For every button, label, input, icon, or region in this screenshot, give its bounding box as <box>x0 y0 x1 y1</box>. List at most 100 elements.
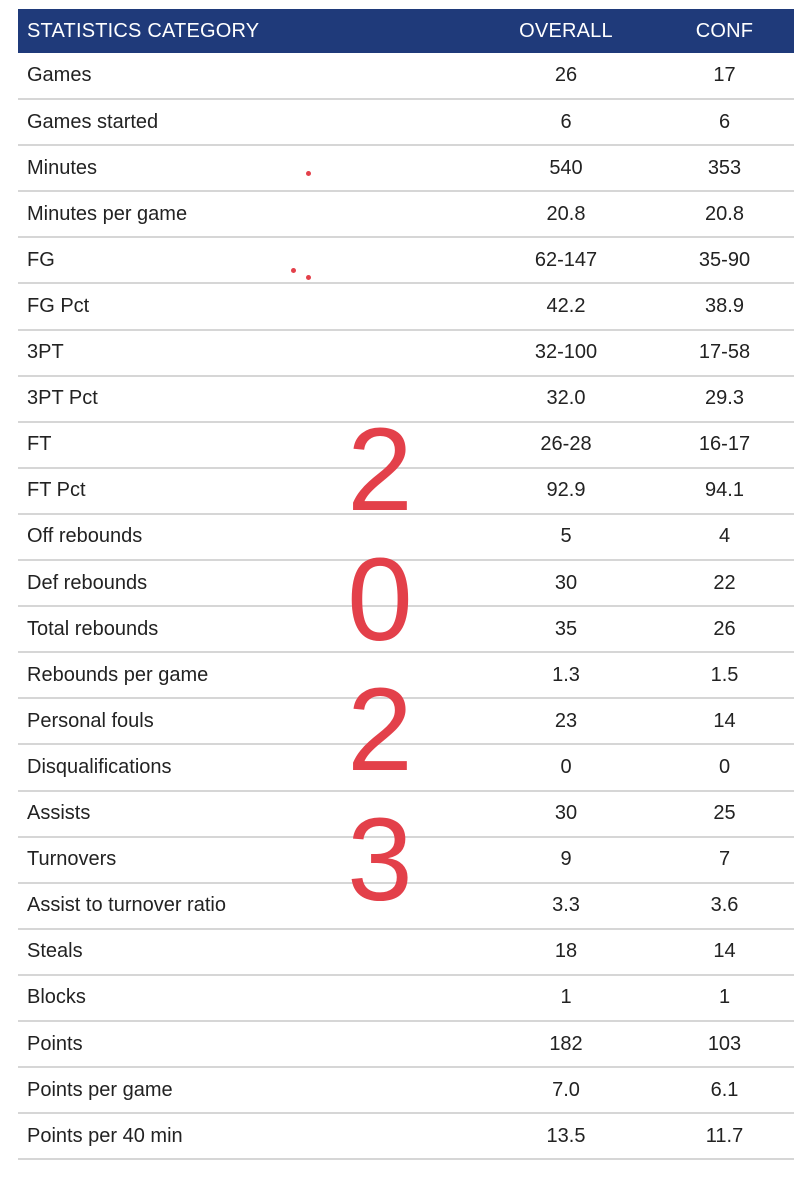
stats-table: STATISTICS CATEGORY OVERALL CONF Games 26… <box>18 9 794 1161</box>
stat-conf-cell: 1 <box>655 974 794 1022</box>
stat-overall-cell: 18 <box>477 928 655 976</box>
table-row: FT Pct 92.9 94.1 <box>18 467 794 515</box>
stat-category-cell: Points <box>18 1020 477 1069</box>
table-row: Points per 40 min 13.5 11.7 <box>18 1113 794 1161</box>
table-row: Games started 6 6 <box>18 99 794 147</box>
stat-conf-cell: 16-17 <box>655 421 794 469</box>
stat-category-cell: Personal fouls <box>18 698 477 746</box>
table-row: FG 62-147 35-90 <box>18 237 794 285</box>
stat-overall-cell: 13.5 <box>477 1113 655 1161</box>
stat-conf-cell: 4 <box>655 513 794 562</box>
stat-conf-cell: 1.5 <box>655 652 794 700</box>
stat-category-cell: 3PT Pct <box>18 375 477 423</box>
stat-category-cell: FG <box>18 237 477 285</box>
table-row: Assist to turnover ratio 3.3 3.6 <box>18 882 794 930</box>
table-row: FG Pct 42.2 38.9 <box>18 283 794 331</box>
stat-conf-cell: 20.8 <box>655 191 794 239</box>
stat-overall-cell: 30 <box>477 560 655 608</box>
stat-conf-cell: 17-58 <box>655 329 794 377</box>
stat-overall-cell: 30 <box>477 790 655 838</box>
table-row: Disqualifications 0 0 <box>18 744 794 792</box>
table-row: Total rebounds 35 26 <box>18 606 794 654</box>
table-row: Games 26 17 <box>18 53 794 101</box>
stat-conf-cell: 14 <box>655 928 794 976</box>
table-row: Off rebounds 5 4 <box>18 513 794 562</box>
red-dot-mark <box>291 268 296 273</box>
stat-category-cell: FG Pct <box>18 283 477 331</box>
header-overall: OVERALL <box>519 19 613 42</box>
stat-category-cell: Assists <box>18 790 477 838</box>
stat-conf-cell: 25 <box>655 790 794 838</box>
table-row: Rebounds per game 1.3 1.5 <box>18 652 794 700</box>
stat-category-cell: Games <box>18 53 477 101</box>
table-row: Points 182 103 <box>18 1020 794 1069</box>
stat-overall-cell: 26 <box>477 53 655 101</box>
table-row: Def rebounds 30 22 <box>18 560 794 608</box>
header-statistics-category: STATISTICS CATEGORY <box>27 19 260 42</box>
stat-overall-cell: 32.0 <box>477 375 655 423</box>
stat-conf-cell: 7 <box>655 836 794 884</box>
stat-conf-cell: 94.1 <box>655 467 794 515</box>
stat-overall-cell: 3.3 <box>477 882 655 930</box>
red-dot-mark <box>306 171 311 176</box>
stat-conf-cell: 11.7 <box>655 1113 794 1161</box>
stat-overall-cell: 23 <box>477 698 655 746</box>
stat-overall-cell: 6 <box>477 99 655 147</box>
stat-category-cell: Games started <box>18 99 477 147</box>
stat-category-cell: FT <box>18 421 477 469</box>
stat-overall-cell: 7.0 <box>477 1067 655 1115</box>
table-row: 3PT 32-100 17-58 <box>18 329 794 377</box>
table-header-row: STATISTICS CATEGORY OVERALL CONF <box>18 9 794 53</box>
stat-overall-cell: 62-147 <box>477 237 655 285</box>
stat-conf-cell: 6.1 <box>655 1067 794 1115</box>
stat-category-cell: Disqualifications <box>18 744 477 792</box>
stat-overall-cell: 5 <box>477 513 655 562</box>
table-row: FT 26-28 16-17 <box>18 421 794 469</box>
stat-overall-cell: 42.2 <box>477 283 655 331</box>
stat-overall-cell: 35 <box>477 606 655 654</box>
stat-overall-cell: 0 <box>477 744 655 792</box>
header-conf: CONF <box>695 19 754 42</box>
stat-category-cell: 3PT <box>18 329 477 377</box>
stat-conf-cell: 14 <box>655 698 794 746</box>
stat-conf-cell: 0 <box>655 744 794 792</box>
table-row: Turnovers 9 7 <box>18 836 794 884</box>
stat-overall-cell: 9 <box>477 836 655 884</box>
stat-category-cell: FT Pct <box>18 467 477 515</box>
stats-table-container: STATISTICS CATEGORY OVERALL CONF Games 26… <box>18 9 794 1161</box>
stat-category-cell: Total rebounds <box>18 606 477 654</box>
table-row: Blocks 1 1 <box>18 974 794 1022</box>
table-row: Steals 18 14 <box>18 928 794 976</box>
stat-category-cell: Blocks <box>18 974 477 1022</box>
stat-overall-cell: 32-100 <box>477 329 655 377</box>
stat-category-cell: Off rebounds <box>18 513 477 562</box>
table-row: Minutes 540 353 <box>18 145 794 193</box>
stats-table-body: Games 26 17 Games started 6 6 Minutes 540 353 Min… <box>18 53 794 1161</box>
stat-conf-cell: 35-90 <box>655 237 794 285</box>
stat-conf-cell: 6 <box>655 99 794 147</box>
stat-category-cell: Minutes per game <box>18 191 477 239</box>
stat-overall-cell: 92.9 <box>477 467 655 515</box>
stat-category-cell: Turnovers <box>18 836 477 884</box>
stat-category-cell: Points per 40 min <box>18 1113 477 1161</box>
stat-overall-cell: 182 <box>477 1020 655 1069</box>
stat-category-cell: Steals <box>18 928 477 976</box>
stat-conf-cell: 22 <box>655 560 794 608</box>
stat-conf-cell: 17 <box>655 53 794 101</box>
stat-conf-cell: 3.6 <box>655 882 794 930</box>
stat-category-cell: Rebounds per game <box>18 652 477 700</box>
table-row: Points per game 7.0 6.1 <box>18 1067 794 1115</box>
table-row: Minutes per game 20.8 20.8 <box>18 191 794 239</box>
stat-overall-cell: 1.3 <box>477 652 655 700</box>
stat-conf-cell: 103 <box>655 1020 794 1069</box>
stat-conf-cell: 38.9 <box>655 283 794 331</box>
stat-overall-cell: 26-28 <box>477 421 655 469</box>
stat-conf-cell: 353 <box>655 145 794 193</box>
stat-conf-cell: 26 <box>655 606 794 654</box>
red-dot-mark <box>306 275 311 280</box>
stat-category-cell: Minutes <box>18 145 477 193</box>
table-row: Personal fouls 23 14 <box>18 698 794 746</box>
stat-category-cell: Points per game <box>18 1067 477 1115</box>
stat-overall-cell: 540 <box>477 145 655 193</box>
table-row: 3PT Pct 32.0 29.3 <box>18 375 794 423</box>
